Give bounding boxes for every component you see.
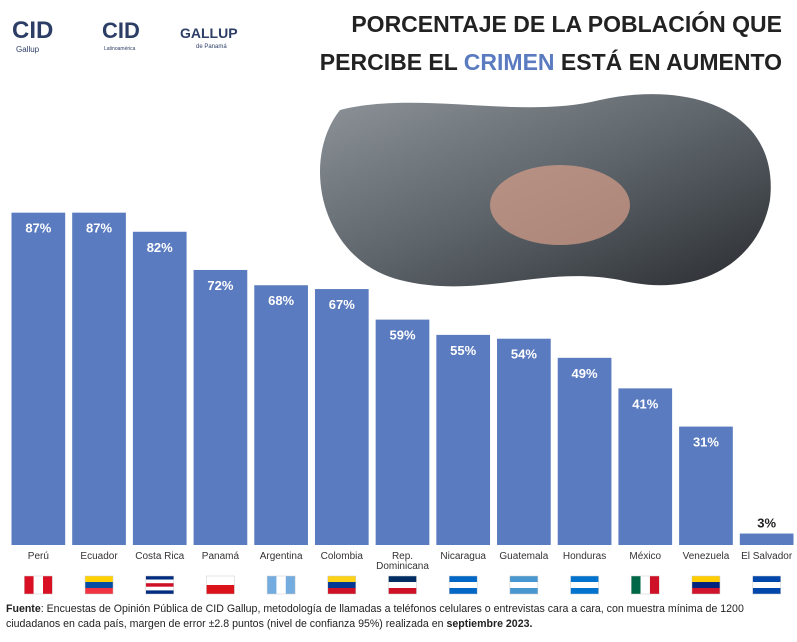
logo: de Panamá: [196, 44, 227, 50]
bar: [72, 213, 126, 545]
flag: [267, 576, 276, 594]
flag: [753, 588, 781, 594]
bar: [436, 335, 490, 545]
flag: [146, 576, 174, 580]
bar: [740, 534, 794, 545]
flag: [146, 580, 174, 584]
chart-title: PORCENTAJE DE LA POBLACIÓN QUE: [351, 10, 782, 37]
x-tick-label: El Salvador: [736, 552, 797, 562]
page: CID Gallup CID Latinoamérica GALLUP de P…: [0, 0, 797, 642]
flag: [631, 576, 640, 594]
flag: [449, 576, 477, 582]
flag: [206, 585, 234, 594]
flag: [146, 590, 174, 594]
bar: [376, 320, 430, 545]
bar: [254, 285, 308, 545]
flag: [571, 576, 599, 582]
flag: [510, 588, 538, 594]
flag: [328, 576, 356, 582]
x-tick-label: Nicaragua: [432, 552, 494, 562]
title-highlight: CRIMEN: [464, 49, 555, 75]
bar: [194, 270, 248, 545]
logo: CID: [12, 17, 53, 44]
flag: [692, 588, 720, 594]
x-tick-label: Honduras: [554, 552, 616, 562]
flag: [146, 587, 174, 591]
source-date: septiembre 2023.: [446, 618, 532, 630]
chart: CID Gallup CID Latinoamérica GALLUP de P…: [0, 0, 797, 642]
value-label: 3%: [757, 516, 776, 531]
flag: [276, 576, 285, 594]
flag: [85, 588, 113, 594]
flag: [146, 583, 174, 587]
flag: [34, 576, 43, 594]
x-tick-label: Venezuela: [675, 552, 737, 562]
x-tick-label: Costa Rica: [129, 552, 191, 562]
x-tick-label: Guatemala: [493, 552, 555, 562]
bar: [558, 358, 612, 545]
photo-hands: [490, 165, 630, 245]
source-text: : Encuestas de Opinión Pública de CID Ga…: [6, 603, 744, 630]
flag: [328, 582, 356, 588]
logo: GALLUP: [180, 25, 238, 41]
title-part: PERCIBE EL: [320, 49, 458, 75]
flag: [650, 576, 659, 594]
value-label: 72%: [207, 278, 233, 293]
bar: [315, 289, 369, 545]
x-tick-label: Panamá: [189, 552, 251, 562]
value-label: 87%: [25, 221, 51, 236]
flag: [389, 588, 417, 594]
value-label: 68%: [268, 293, 294, 308]
flag: [753, 582, 781, 588]
flag: [449, 588, 477, 594]
title-part: ESTÁ EN AUMENTO: [561, 48, 782, 75]
x-tick-label: Colombia: [311, 552, 373, 562]
x-tick-label: Ecuador: [68, 552, 130, 562]
bar: [12, 213, 66, 545]
value-label: 82%: [147, 240, 173, 255]
flag: [510, 576, 538, 582]
value-label: 55%: [450, 343, 476, 358]
flag: [692, 582, 720, 588]
flag: [85, 576, 113, 582]
source-label: Fuente: [6, 603, 41, 615]
logo: Latinoamérica: [104, 46, 136, 52]
flag: [692, 576, 720, 582]
flag: [328, 588, 356, 594]
bar: [618, 388, 672, 545]
x-tick-label: Argentina: [250, 552, 312, 562]
flag: [286, 576, 295, 594]
value-label: 87%: [86, 221, 112, 236]
logo: Gallup: [16, 45, 40, 54]
flag: [85, 582, 113, 588]
logo: CID: [102, 18, 140, 43]
x-tick-label: Rep. Dominicana: [372, 552, 434, 572]
flag: [206, 576, 234, 585]
value-label: 49%: [572, 366, 598, 381]
value-label: 41%: [632, 396, 658, 411]
flag: [43, 576, 52, 594]
flag: [571, 588, 599, 594]
value-label: 59%: [389, 328, 415, 343]
value-label: 67%: [329, 297, 355, 312]
flag: [641, 576, 650, 594]
flag: [571, 582, 599, 588]
bar: [497, 339, 551, 545]
flag: [24, 576, 33, 594]
flag: [449, 582, 477, 588]
x-tick-label: México: [614, 552, 676, 562]
flag: [389, 576, 417, 582]
chart-title: PERCIBE EL CRIMEN ESTÁ EN AUMENTO: [320, 48, 782, 75]
x-tick-label: Perú: [7, 552, 69, 562]
flag: [389, 582, 417, 588]
flag: [753, 576, 781, 582]
bar: [133, 232, 187, 545]
flag: [510, 582, 538, 588]
value-label: 54%: [511, 347, 537, 362]
value-label: 31%: [693, 435, 719, 450]
source-note: Fuente: Encuestas de Opinión Pública de …: [6, 602, 796, 632]
